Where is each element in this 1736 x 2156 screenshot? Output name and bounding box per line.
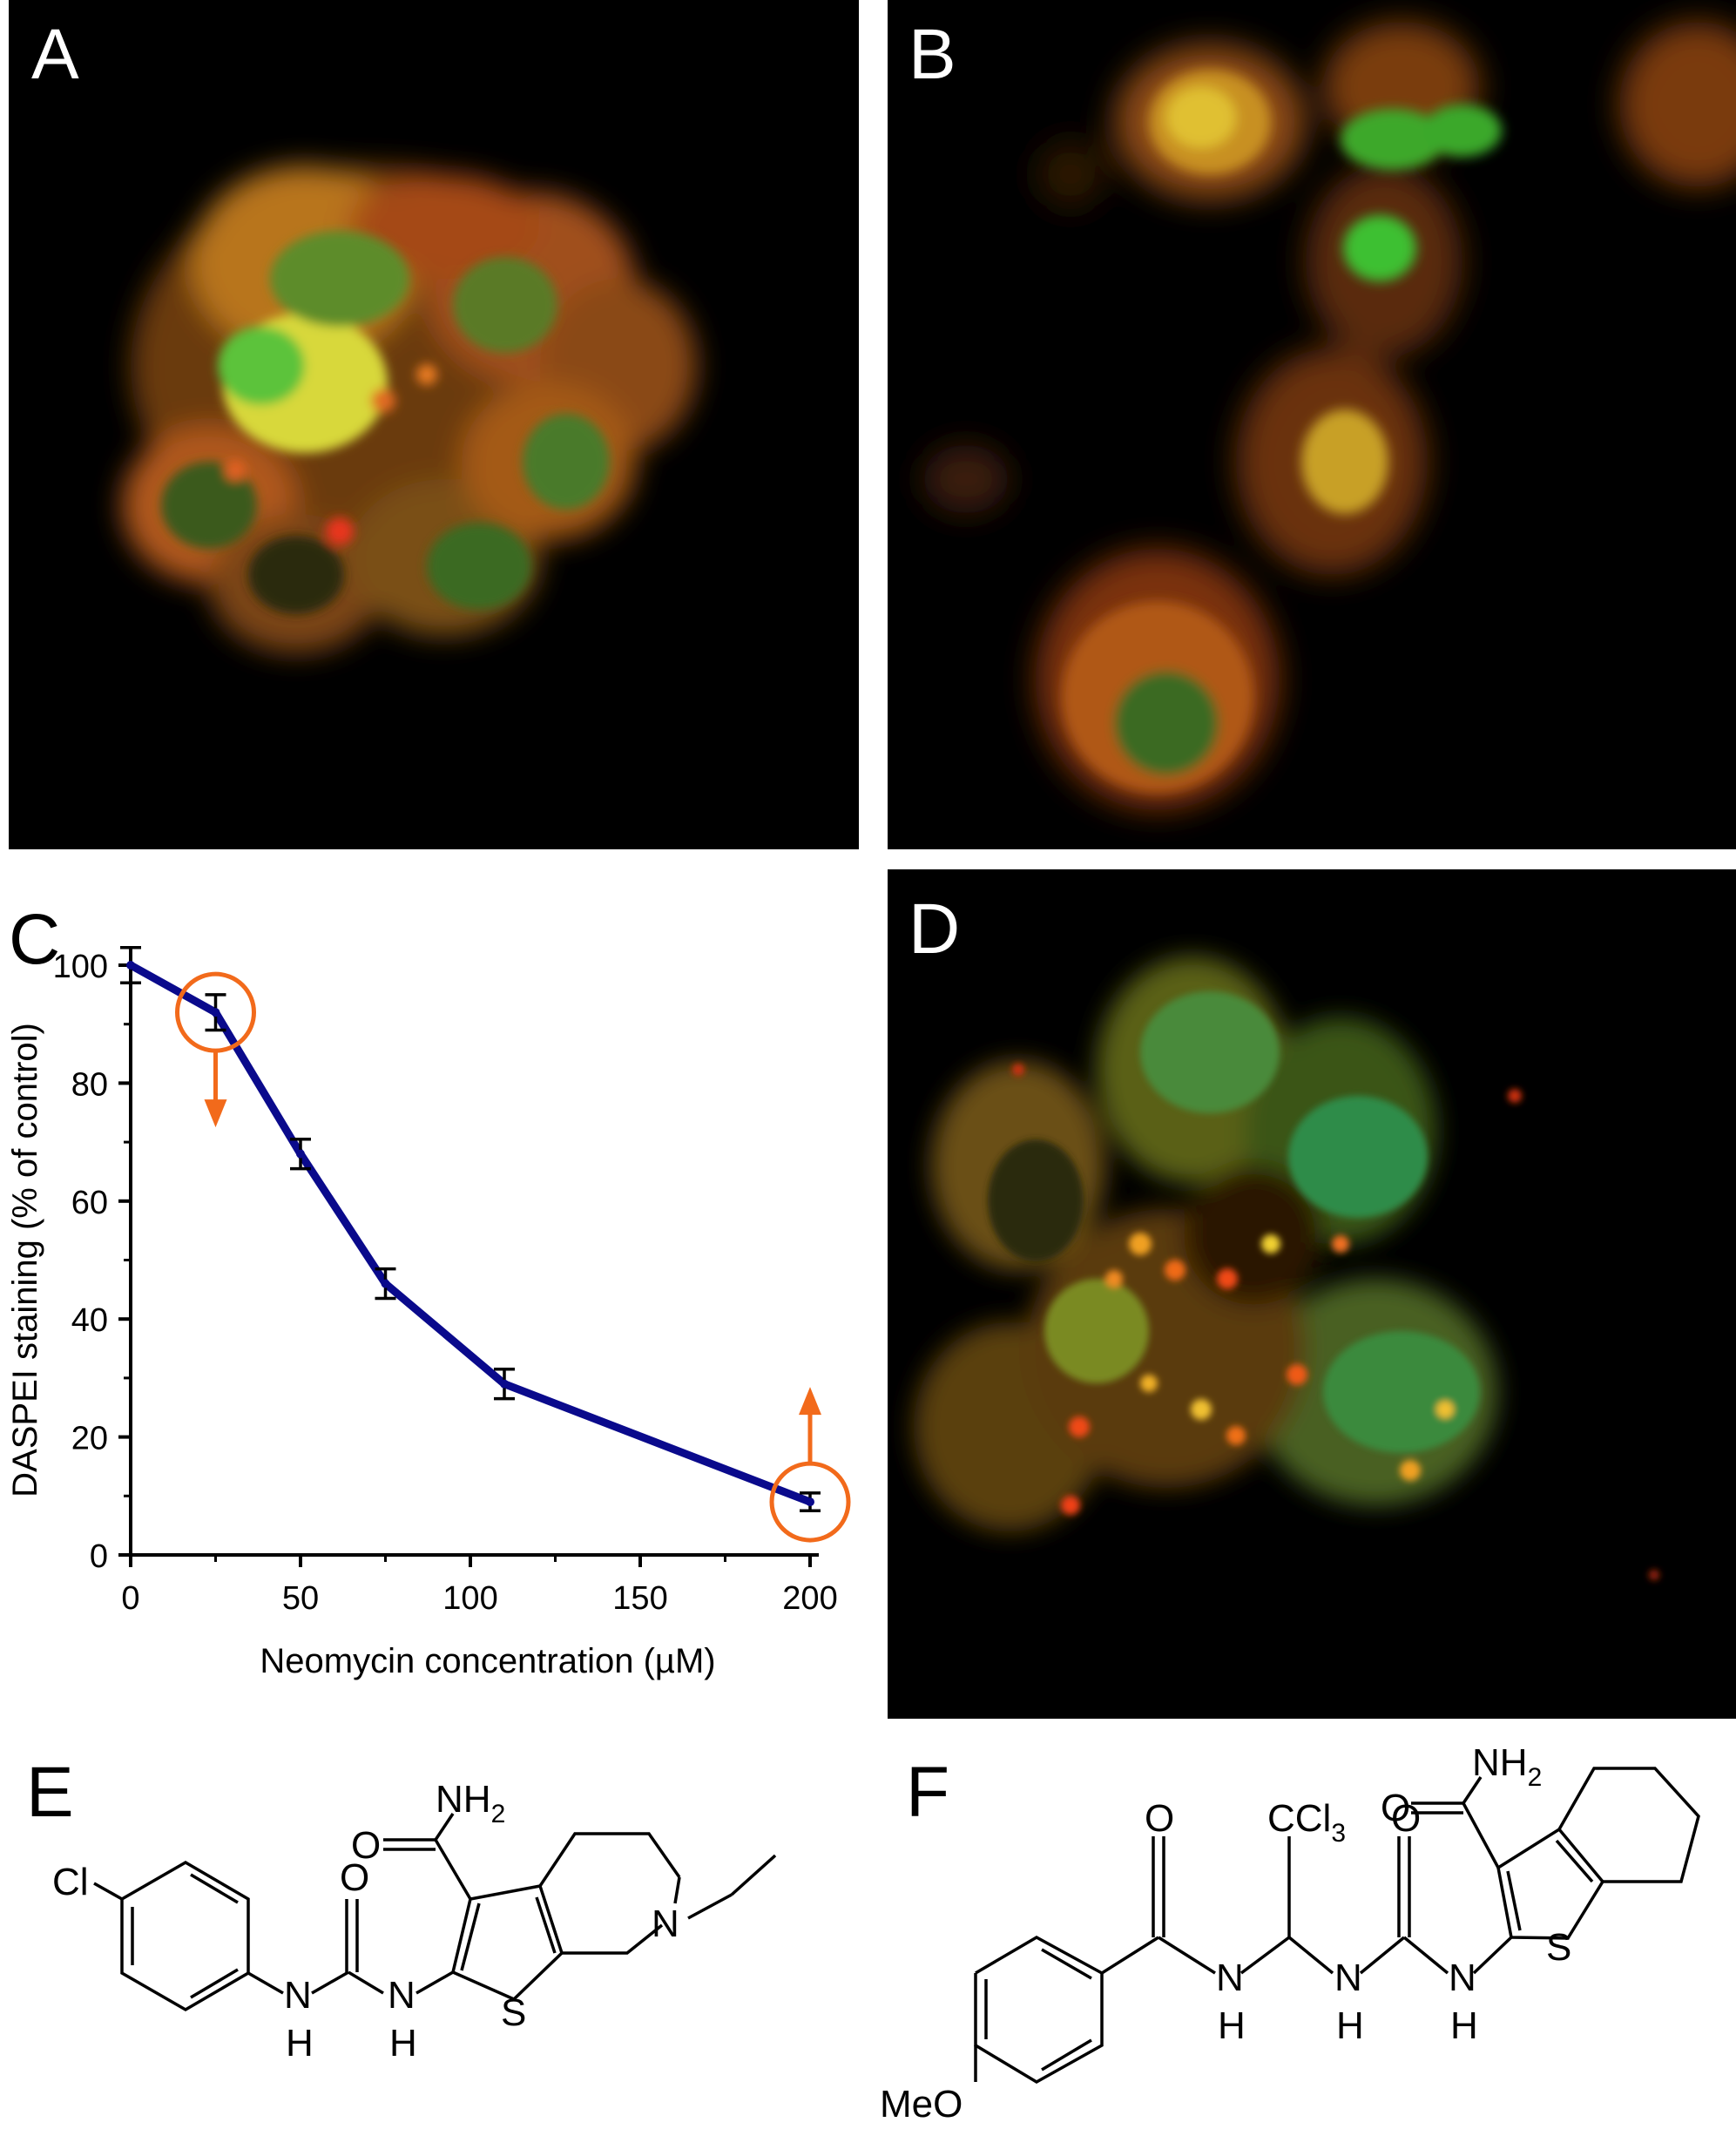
atom-nh2: NH2 [1472,1741,1542,1792]
chart-panel-c: C 0 20 40 60 80 100 0 50 100 150 200 DASPEI staini… [0,869,871,1723]
atom-o2: O [1391,1797,1421,1840]
atom-n1: N [284,1974,312,2017]
x-tick-label: 0 [121,1580,139,1617]
chart-series [120,945,821,1512]
chart-annotations [175,971,851,1543]
y-tick-label: 60 [71,1185,108,1221]
atom-n3: N [1449,1957,1476,1999]
atom-o1: O [1145,1797,1174,1840]
highlight-circle [769,1461,851,1543]
atom-nh2: NH2 [436,1778,505,1828]
dose-response-chart: C 0 20 40 60 80 100 0 50 100 150 200 DASPEI staini… [6,900,851,1680]
y-tick-label: 80 [71,1066,108,1103]
atom-cl: Cl [52,1861,89,1903]
data-point [211,1008,220,1017]
atom-meo: MeO [880,2083,963,2126]
atom-h3: H [1450,2004,1478,2047]
panel-label-f: F [906,1753,949,1832]
arrow-up-icon [799,1387,821,1416]
y-tick-label: 0 [90,1538,108,1575]
micrograph-a-image [122,166,697,653]
atom-h2: H [389,2022,417,2065]
data-point [381,1279,390,1288]
data-point [806,1497,814,1507]
structure-f-bonds [974,1767,1700,2085]
atom-n: N [652,1903,679,1945]
micrograph-d: D [888,869,1736,1719]
y-axis-label: DASPEI staining (% of control) [6,1023,44,1497]
atom-n2: N [1334,1957,1362,1999]
panel-label-a: A [31,15,79,94]
atom-ccl3: CCl3 [1267,1797,1346,1848]
atom-o3: O [1381,1787,1410,1829]
x-tick-label: 200 [782,1580,837,1617]
panel-label-e: E [26,1753,74,1832]
x-tick-label: 100 [442,1580,497,1617]
atom-h1: H [1218,2004,1246,2047]
atom-n2: N [388,1974,415,2017]
panel-label-c: C [9,900,60,979]
y-tick-label: 100 [53,949,108,985]
structure-e-bonds [93,1813,681,2012]
atom-n1: N [1216,1957,1244,1999]
structure-e: E [0,1725,871,2152]
x-axis-label: Neomycin concentration (µM) [260,1642,715,1680]
arrow-down-icon [204,1099,227,1128]
structure-f: F [871,1725,1736,2152]
micrograph-b-image [922,22,1736,810]
x-tick-label: 50 [282,1580,319,1617]
data-point [296,1149,305,1159]
atom-o1: O [340,1856,369,1899]
atom-s: S [1546,1926,1571,1969]
atom-o2: O [351,1824,381,1867]
atom-h2: H [1336,2004,1364,2047]
atom-s: S [501,1991,526,2034]
data-series-line [128,962,812,1506]
chart-ticks: 0 20 40 60 80 100 0 50 100 150 200 [53,949,838,1617]
micrograph-a: A [9,0,859,849]
y-tick-label: 20 [71,1421,108,1457]
x-tick-label: 150 [612,1580,667,1617]
structure-e-ethyl [673,1854,777,1920]
data-point [126,961,135,970]
panel-label-b: B [909,15,956,94]
panel-label-d: D [909,889,961,969]
chart-axes [129,948,819,1557]
chemical-structure-e: E [26,1753,777,2065]
atom-h1: H [286,2022,314,2065]
chemical-structure-f: F [880,1741,1700,2126]
micrograph-b: B [888,0,1736,849]
y-tick-label: 40 [71,1302,108,1339]
data-point [500,1379,509,1389]
micrograph-d-image [914,956,1659,1580]
